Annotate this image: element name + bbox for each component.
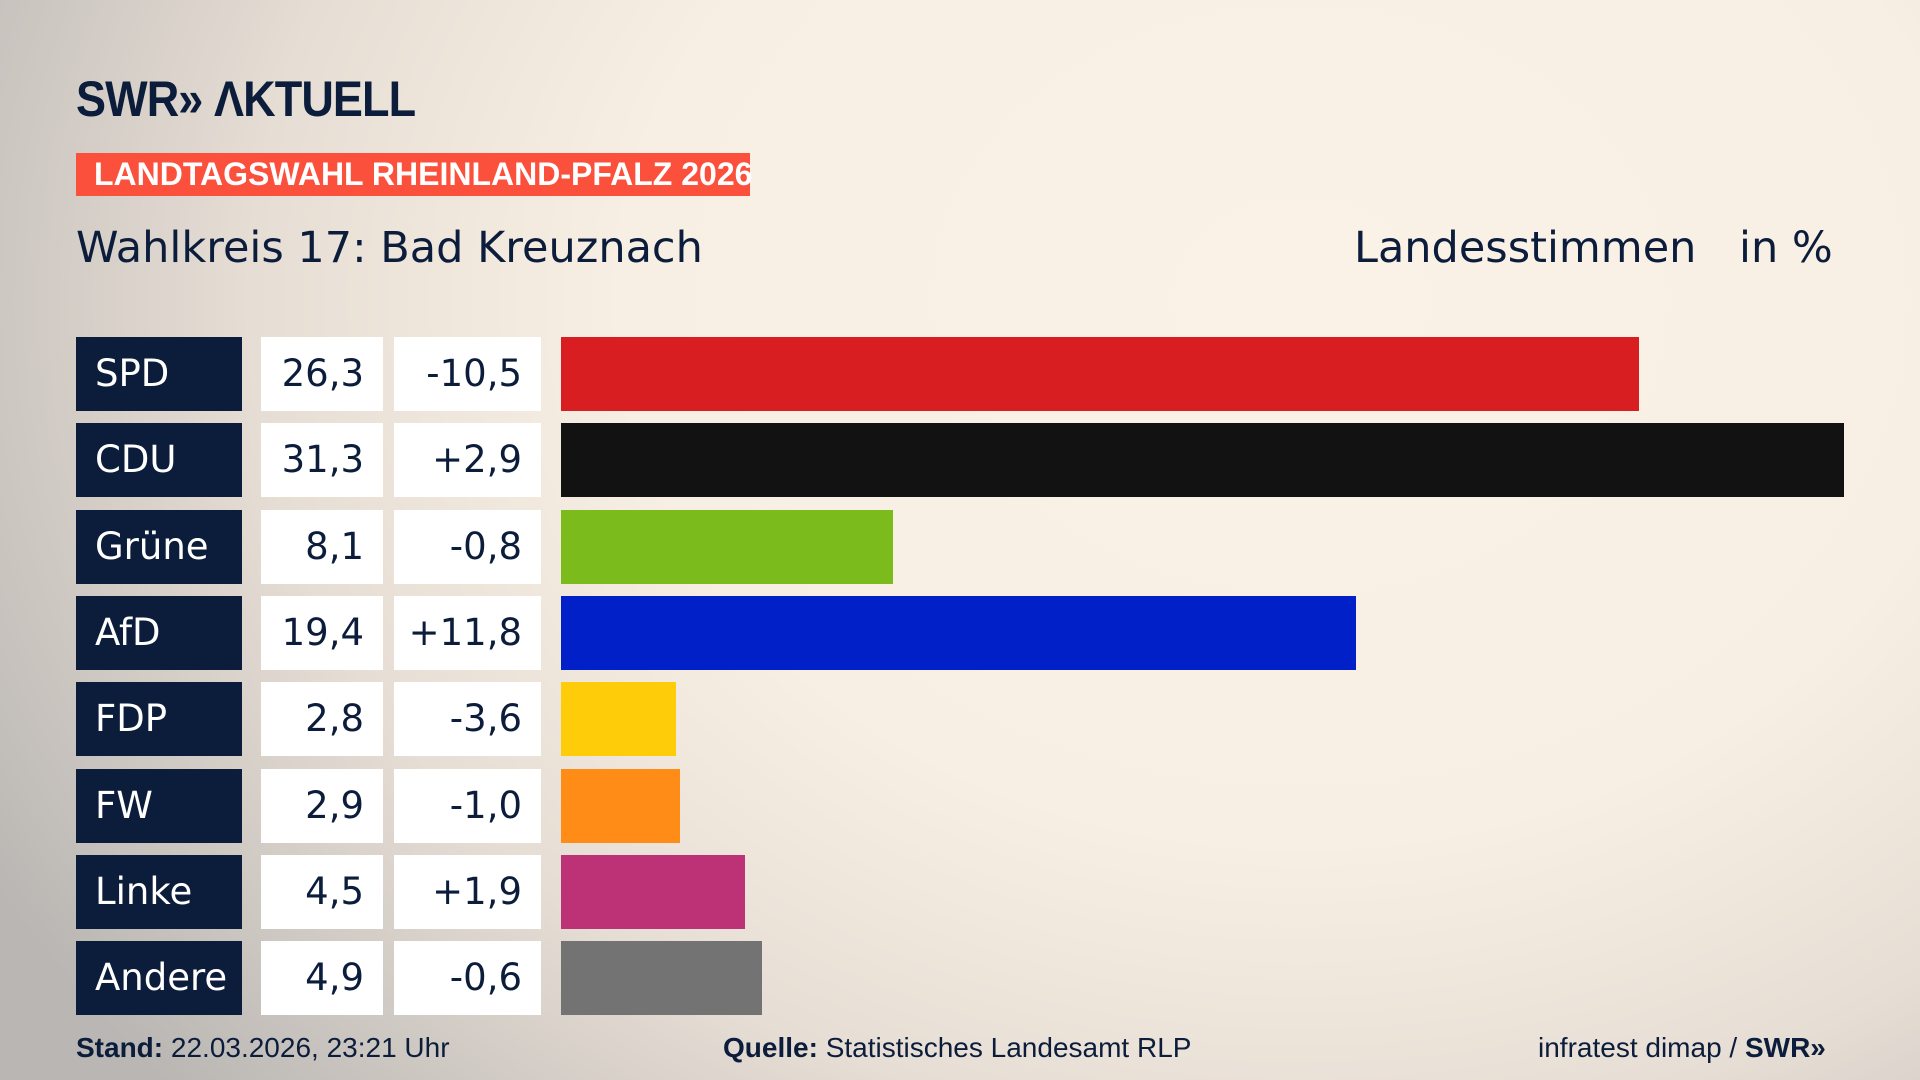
value-label: 2,9 — [261, 768, 383, 843]
value-label: 4,5 — [261, 854, 383, 929]
bar — [561, 595, 1357, 670]
diff-label: -0,6 — [394, 941, 541, 1016]
bar — [561, 768, 680, 843]
swr-aktuell-logo: SWR» ΛKTUELL — [76, 71, 416, 127]
value-label: 8,1 — [261, 509, 383, 584]
credit-text: infratest dimap / — [1538, 1032, 1738, 1063]
value-label: 19,4 — [261, 595, 383, 670]
bar — [561, 682, 676, 757]
subtitle: Landesstimmen — [1354, 223, 1697, 273]
party-label: FDP — [76, 682, 242, 757]
bar — [561, 423, 1844, 498]
footer-source: Quelle: Statistisches Landesamt RLP — [723, 1030, 1191, 1066]
party-label: SPD — [76, 337, 242, 411]
diff-label: -0,8 — [394, 509, 541, 584]
value-label: 26,3 — [261, 337, 383, 411]
page-title: Wahlkreis 17: Bad Kreuznach — [76, 223, 703, 273]
footer-credit: infratest dimap / SWR» — [1538, 1030, 1826, 1066]
bar — [561, 337, 1640, 411]
diff-label: -10,5 — [394, 337, 541, 411]
diff-label: +11,8 — [394, 595, 541, 670]
bar — [561, 941, 762, 1016]
party-label: AfD — [76, 595, 242, 670]
value-label: 4,9 — [261, 941, 383, 1016]
value-label: 2,8 — [261, 682, 383, 757]
diff-label: +1,9 — [394, 854, 541, 929]
party-label: CDU — [76, 423, 242, 498]
election-badge: LANDTAGSWAHL RHEINLAND-PFALZ 2026 — [76, 153, 752, 196]
party-label: Linke — [76, 854, 242, 929]
swr-logo: SWR» — [1744, 1032, 1826, 1063]
diff-label: -1,0 — [394, 768, 541, 843]
party-label: Grüne — [76, 509, 242, 584]
diff-label: -3,6 — [394, 682, 541, 757]
bar — [561, 509, 894, 584]
stand-label: Stand: — [76, 1032, 164, 1063]
footer-stand: Stand: 22.03.2026, 23:21 Uhr — [76, 1030, 450, 1066]
party-label: FW — [76, 768, 242, 843]
stand-value: 22.03.2026, 23:21 Uhr — [170, 1032, 450, 1063]
party-label: Andere — [76, 941, 242, 1016]
value-label: 31,3 — [261, 423, 383, 498]
source-label: Quelle: — [723, 1032, 818, 1063]
source-value: Statistisches Landesamt RLP — [825, 1032, 1192, 1063]
diff-label: +2,9 — [394, 423, 541, 498]
bar — [561, 854, 746, 929]
unit-label: in % — [1739, 223, 1833, 273]
